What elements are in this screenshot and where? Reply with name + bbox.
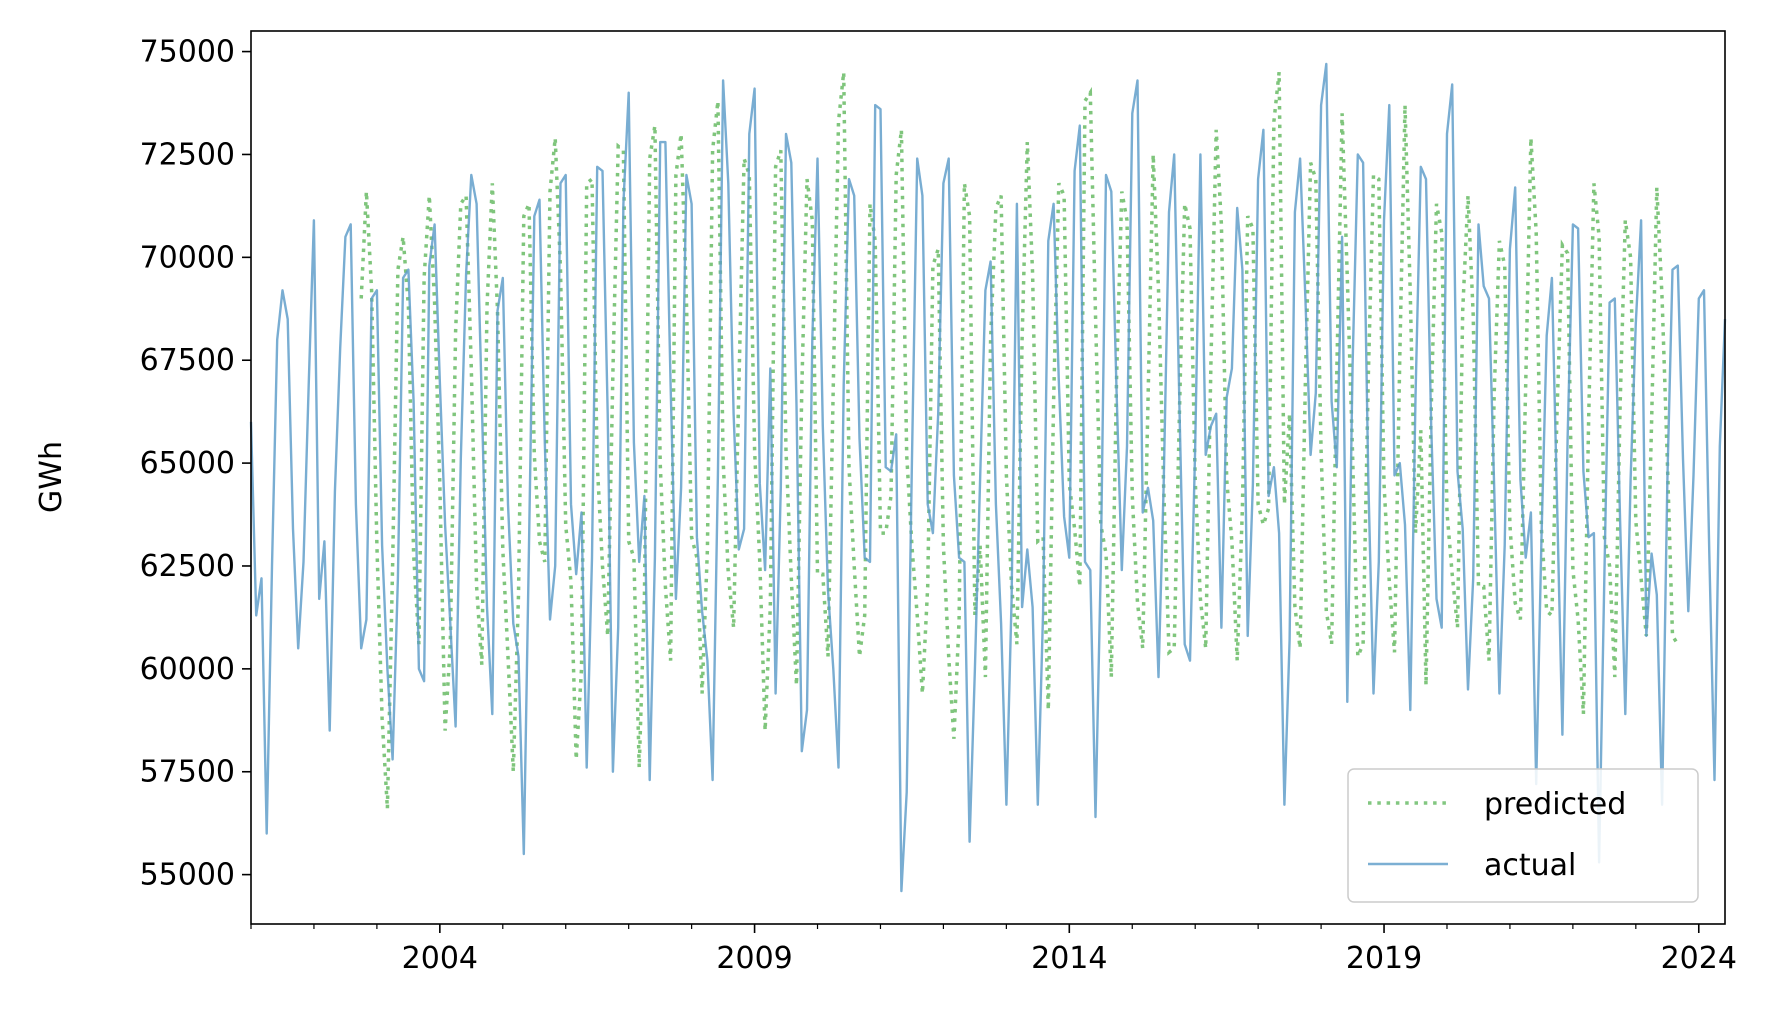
x-tick-label: 2019 [1346,941,1422,976]
axis-layer: 55000 57500 60000 62500 65000 67500 70000 72500… [140,35,1737,976]
y-tick-label: 65000 [140,446,235,481]
y-tick-label: 67500 [140,343,235,378]
y-axis-label: GWh [34,441,69,513]
legend: predicted actual [1347,768,1699,903]
series-layer [249,62,1727,893]
y-tick-label: 70000 [140,240,235,275]
y-tick-label: 75000 [140,35,235,70]
x-tick-label: 2014 [1031,941,1107,976]
x-tick-label: 2024 [1661,941,1737,976]
x-tick-label: 2009 [716,941,792,976]
legend-label-actual: actual [1484,848,1576,883]
plot-frame [250,30,1726,925]
y-tick-label: 72500 [140,137,235,172]
y-tick-label: 60000 [140,652,235,687]
series-line-actual [249,62,1727,893]
y-tick-label: 57500 [140,755,235,790]
y-tick-label: 55000 [140,858,235,893]
y-tick-label: 62500 [140,549,235,584]
legend-label-predicted: predicted [1484,787,1626,822]
x-tick-label: 2004 [402,941,478,976]
